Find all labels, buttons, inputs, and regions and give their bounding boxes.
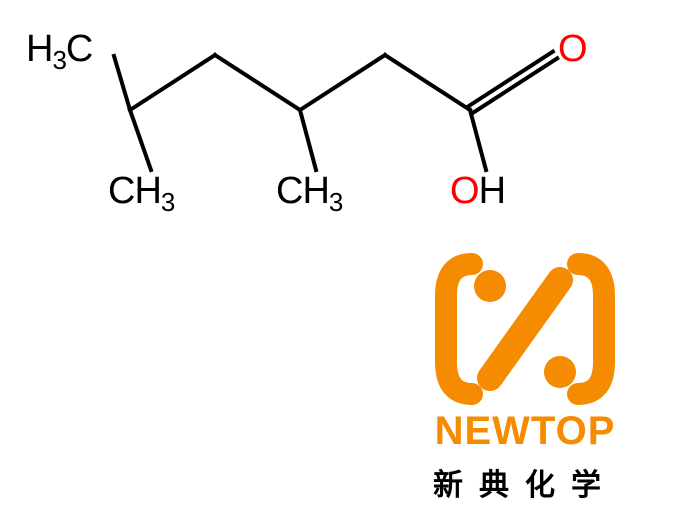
atom-label-ch3-b: CH3 — [276, 172, 342, 210]
atom-label-ch3-a: CH3 — [108, 172, 174, 210]
atom-label-h3c: H3C — [26, 30, 92, 68]
atom-label-oh: OH — [450, 172, 505, 210]
logo-chinese: 新典化学 — [380, 460, 670, 504]
atom-label-o-double: O — [558, 30, 587, 68]
logo-mark-icon — [430, 250, 620, 405]
molecule-bonds — [0, 0, 696, 260]
logo-wordmark: NEWTOP — [380, 409, 670, 454]
company-logo: NEWTOP 新典化学 — [380, 250, 670, 504]
